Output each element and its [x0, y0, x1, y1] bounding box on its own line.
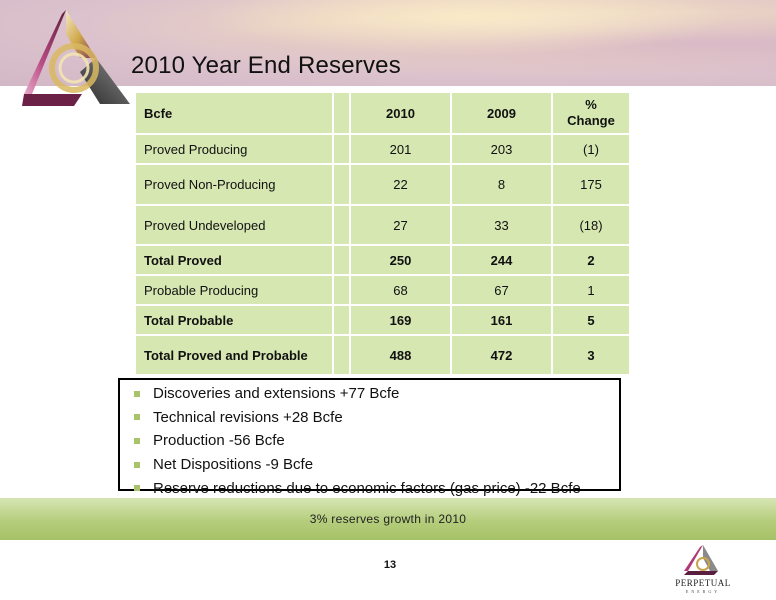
gap-cell: [332, 304, 351, 336]
value-2009: 203: [450, 133, 553, 165]
table-row: Proved Undeveloped 27 33 (18): [134, 204, 631, 246]
header-2010: 2010: [349, 91, 452, 135]
row-label: Probable Producing: [134, 274, 334, 306]
row-label: Total Proved and Probable: [134, 334, 334, 376]
row-label: Proved Producing: [134, 133, 334, 165]
value-2010: 488: [349, 334, 452, 376]
value-pct-change: 1: [551, 274, 631, 306]
perpetual-triangle-icon: [684, 545, 718, 575]
gap-cell: [332, 274, 351, 306]
gap-cell: [332, 163, 351, 206]
gap-cell: [332, 334, 351, 376]
gap-cell: [332, 91, 351, 135]
value-2009: 8: [450, 163, 553, 206]
bullet-square-icon: [134, 485, 140, 492]
bullet-text: Technical revisions +28 Bcfe: [153, 408, 343, 426]
header-2009: 2009: [450, 91, 553, 135]
logo-subtitle: ENERGY: [685, 589, 721, 594]
row-label: Total Proved: [134, 244, 334, 276]
gap-cell: [332, 204, 351, 246]
bullet-text: Reserve reductions due to economic facto…: [153, 479, 581, 497]
gap-cell: [332, 133, 351, 165]
value-2010: 27: [349, 204, 452, 246]
row-label: Proved Non-Producing: [134, 163, 334, 206]
reserve-changes-box: Discoveries and extensions +77 Bcfe Tech…: [118, 378, 621, 497]
value-pct-change: 2: [551, 244, 631, 276]
value-pct-change: (18): [551, 204, 631, 246]
value-2010: 68: [349, 274, 452, 306]
row-label: Proved Undeveloped: [134, 204, 334, 246]
table-row: Proved Producing 201 203 (1): [134, 133, 631, 165]
header-label: Bcfe: [134, 91, 334, 135]
value-2010: 201: [349, 133, 452, 165]
growth-banner-text: 3% reserves growth in 2010: [309, 512, 467, 526]
value-pct-change: 5: [551, 304, 631, 336]
header-swirl: [0, 0, 776, 86]
value-pct-change: (1): [551, 133, 631, 165]
table-header-row: Bcfe 2010 2009 % Change: [134, 91, 631, 135]
page-number: 13: [383, 559, 397, 571]
header-pct-change: % Change: [551, 91, 631, 135]
perpetual-logo-large: [22, 10, 130, 106]
bullet-square-icon: [134, 437, 140, 444]
table-row: Total Proved 250 244 2: [134, 244, 631, 276]
table-row: Total Probable 169 161 5: [134, 304, 631, 336]
bullet-text: Production -56 Bcfe: [153, 432, 285, 450]
header-pct-symbol: %: [585, 97, 597, 112]
logo-wordmark: PERPETUAL: [675, 578, 731, 588]
bullet-square-icon: [134, 461, 140, 468]
bullet-item: Reserve reductions due to economic facto…: [134, 476, 619, 500]
value-2009: 472: [450, 334, 553, 376]
table-row: Proved Non-Producing 22 8 175: [134, 163, 631, 206]
header-change-word: Change: [567, 113, 615, 128]
bullet-text: Net Dispositions -9 Bcfe: [153, 456, 314, 474]
table-row: Probable Producing 68 67 1: [134, 274, 631, 306]
value-pct-change: 3: [551, 334, 631, 376]
table-row: Total Proved and Probable 488 472 3: [134, 334, 631, 376]
growth-banner: 3% reserves growth in 2010: [0, 498, 776, 540]
value-2010: 169: [349, 304, 452, 336]
row-label: Total Probable: [134, 304, 334, 336]
bullet-item: Technical revisions +28 Bcfe: [134, 406, 619, 430]
reserves-table: Bcfe 2010 2009 % Change Proved Producing…: [134, 91, 631, 376]
bullet-text: Discoveries and extensions +77 Bcfe: [153, 385, 400, 403]
bullet-square-icon: [134, 414, 140, 421]
bullet-item: Production -56 Bcfe: [134, 429, 619, 453]
value-2010: 22: [349, 163, 452, 206]
gap-cell: [332, 244, 351, 276]
bullet-item: Net Dispositions -9 Bcfe: [134, 453, 619, 477]
bullet-square-icon: [134, 390, 140, 397]
value-2009: 161: [450, 304, 553, 336]
value-2010: 250: [349, 244, 452, 276]
bullet-item: Discoveries and extensions +77 Bcfe: [134, 382, 619, 406]
value-2009: 244: [450, 244, 553, 276]
perpetual-energy-logo: PERPETUAL ENERGY: [670, 543, 736, 595]
slide-title: 2010 Year End Reserves: [131, 52, 401, 79]
value-2009: 33: [450, 204, 553, 246]
value-pct-change: 175: [551, 163, 631, 206]
value-2009: 67: [450, 274, 553, 306]
